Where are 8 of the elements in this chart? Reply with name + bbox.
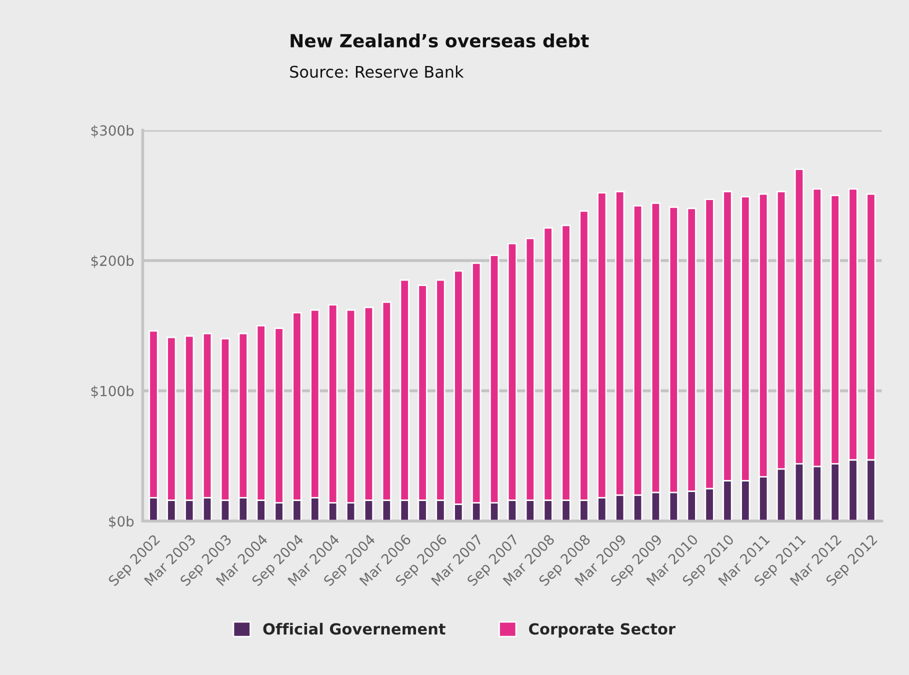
y-tick-label: $300b <box>91 125 134 138</box>
y-tick-label: $0b <box>109 516 134 528</box>
chart-title: New Zealand’s overseas debt <box>290 34 589 48</box>
chart-subtitle: Source: Reserve Bank <box>290 65 464 78</box>
y-tick-label: $100b <box>91 386 134 398</box>
legend-label: Corporate Sector <box>529 623 676 638</box>
legend-label: Official Governement <box>263 622 446 635</box>
y-tick-label: $200b <box>91 255 134 268</box>
